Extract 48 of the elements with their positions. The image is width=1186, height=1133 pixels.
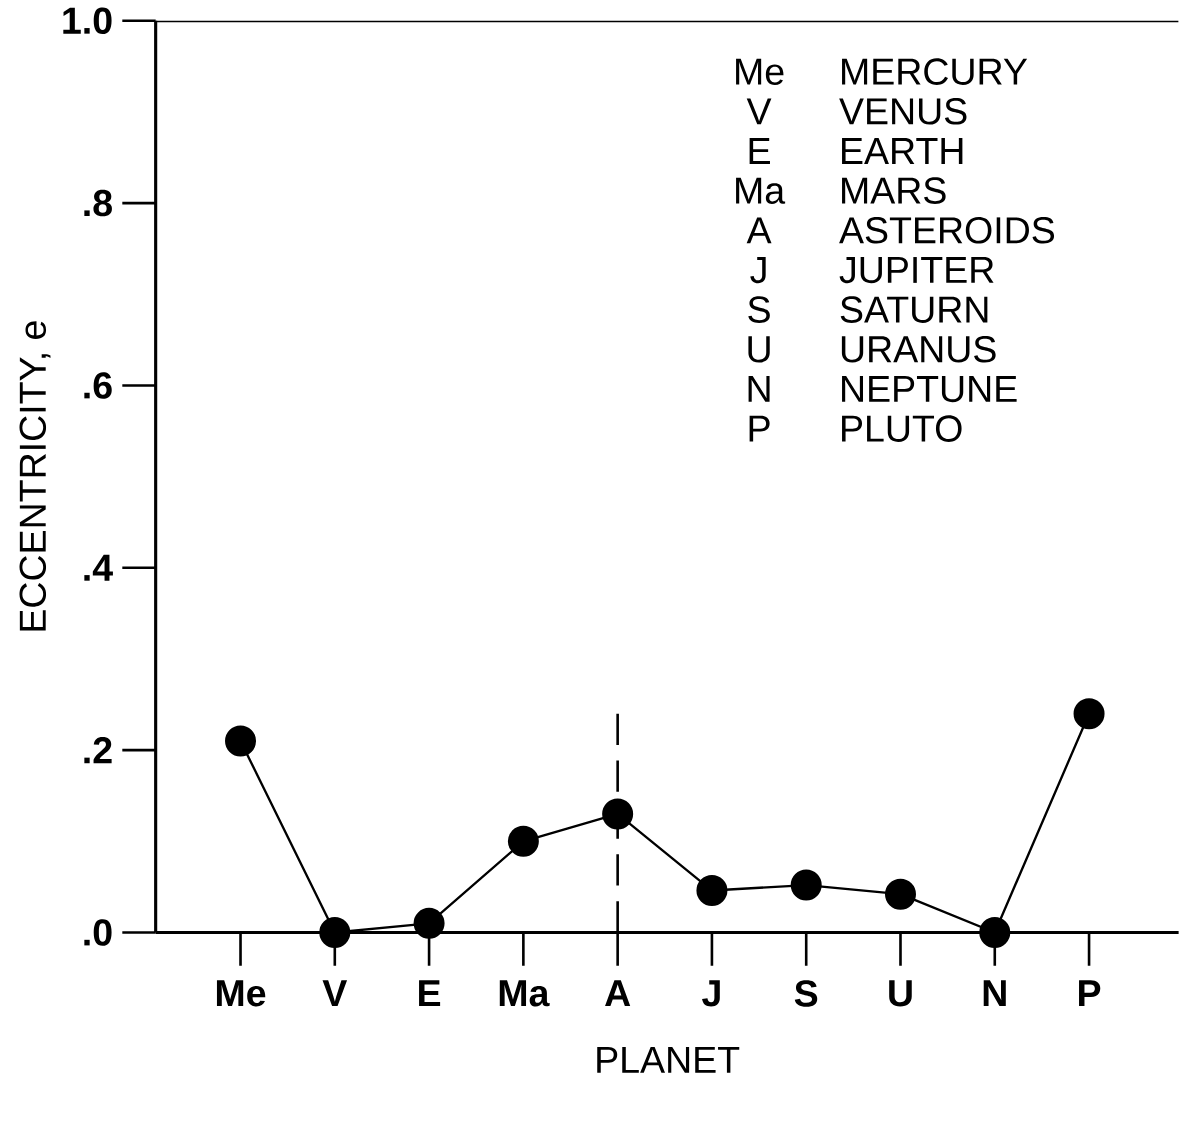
x-tick-label: A <box>605 980 631 1007</box>
point <box>225 725 257 757</box>
y-axis-title: ECCENTRICITY, e <box>19 321 51 631</box>
x-tick-label: Ma <box>499 980 550 1007</box>
annotation: JUPITER <box>839 257 994 284</box>
annotation: A <box>746 217 772 244</box>
y-tick-label: .2 <box>84 737 112 764</box>
annotation: NEPTUNE <box>842 376 1017 403</box>
point <box>319 917 351 949</box>
annotation: P <box>749 415 770 442</box>
annotation: Me <box>736 58 784 86</box>
x-tick-label: V <box>322 980 348 1007</box>
x-tick-label: J <box>702 980 720 1007</box>
point <box>1073 698 1105 730</box>
point <box>790 869 822 901</box>
y-tick-label: .0 <box>84 919 112 946</box>
point <box>884 878 916 910</box>
x-tick-label: S <box>794 980 818 1008</box>
annotation: SATURN <box>840 296 988 324</box>
annotation: Ma <box>736 177 786 205</box>
annotation: MARS <box>842 177 946 205</box>
point <box>602 798 634 830</box>
annotation: E <box>749 138 770 165</box>
annotation: ASTEROIDS <box>839 217 1055 244</box>
annotation: URANUS <box>841 336 996 363</box>
point <box>507 826 539 857</box>
y-tick-label: .8 <box>84 190 112 217</box>
y-tick-label: .6 <box>84 372 112 399</box>
x-tick-label: P <box>1079 980 1101 1007</box>
annotation: U <box>748 336 770 363</box>
annotation: MERCURY <box>842 58 1028 86</box>
x-axis-title: PLANET <box>597 1047 740 1073</box>
y-tick-label: 1.0 <box>63 7 112 35</box>
annotation: PLUTO <box>842 415 962 443</box>
point <box>979 917 1011 949</box>
x-tick-label: U <box>889 980 912 1007</box>
annotation: V <box>746 98 772 125</box>
annotation: EARTH <box>842 138 963 165</box>
x-tick-label: Me <box>216 980 266 1007</box>
annotation: VENUS <box>839 98 967 125</box>
annotation: N <box>748 376 770 403</box>
y-tick-label: .4 <box>84 555 113 581</box>
point <box>413 908 445 940</box>
x-tick-label: N <box>983 980 1006 1007</box>
annotation: S <box>748 296 770 324</box>
x-tick-label: E <box>419 980 441 1007</box>
annotation: J <box>750 257 766 284</box>
point <box>696 875 728 907</box>
